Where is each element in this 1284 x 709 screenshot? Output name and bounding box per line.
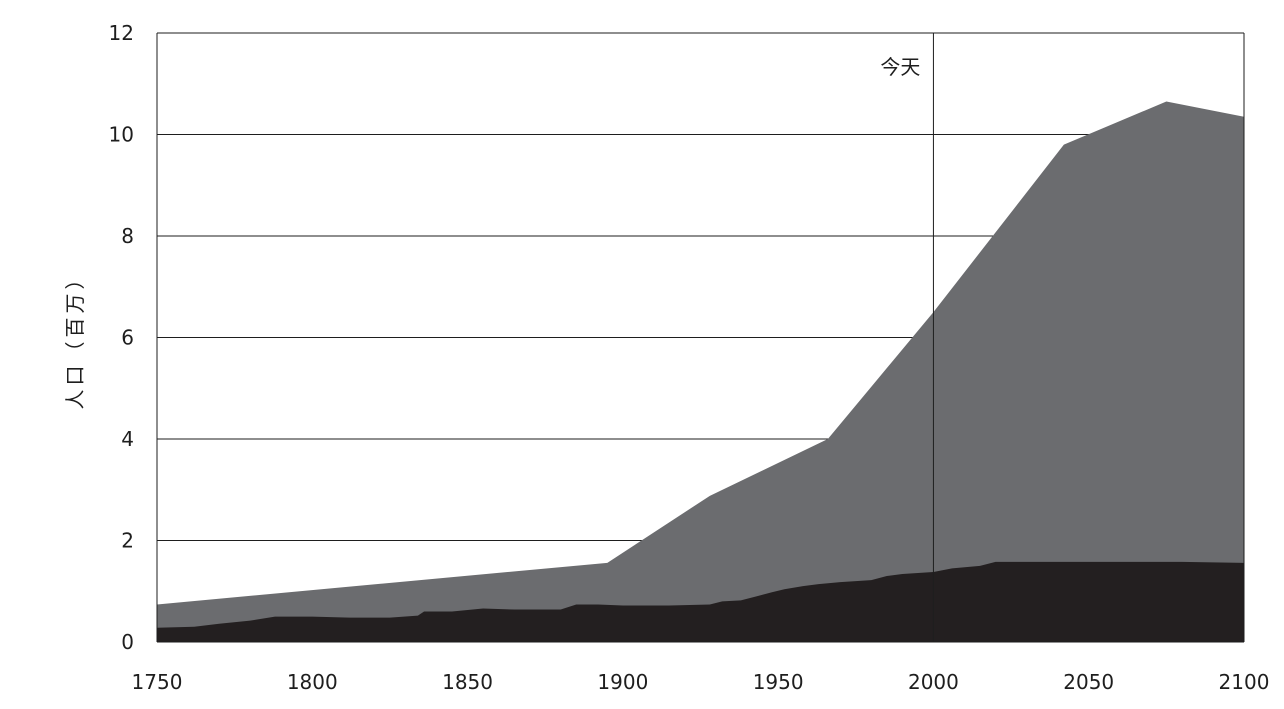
y-tick-label: 2 (121, 529, 134, 553)
x-tick-label: 2050 (1063, 670, 1114, 694)
y-tick-label: 8 (121, 224, 134, 248)
y-tick-label: 0 (121, 630, 134, 654)
tick-layer: 0 2 4 6 8 10 12 1750 1800 1850 1900 1950 2000 2050 210… (109, 21, 1270, 694)
x-tick-label: 1750 (132, 670, 183, 694)
lower-area-series (157, 561, 1244, 642)
x-tick-label: 1850 (442, 670, 493, 694)
y-axis-label: 人口（百万） (63, 266, 87, 410)
x-tick-label: 2100 (1219, 670, 1270, 694)
area-layer (157, 101, 1244, 642)
y-tick-label: 12 (109, 21, 134, 45)
y-tick-label: 4 (121, 427, 134, 451)
y-tick-label: 6 (121, 326, 134, 350)
x-tick-label: 1950 (753, 670, 804, 694)
y-tick-label: 10 (109, 123, 134, 147)
frame-layer (156, 33, 1245, 643)
x-tick-label: 1900 (597, 670, 648, 694)
x-tick-label: 2000 (908, 670, 959, 694)
today-annotation-label: 今天 (880, 55, 920, 79)
upper-area-series (157, 101, 1244, 642)
x-tick-label: 1800 (287, 670, 338, 694)
